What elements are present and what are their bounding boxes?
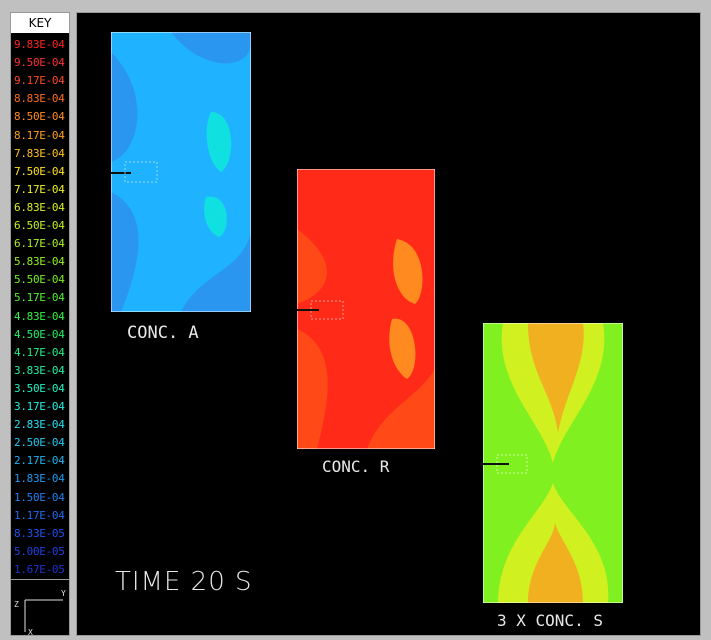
conc-s-contour-hotspot [528,523,583,603]
key-title: KEY [11,13,69,33]
key-entry: 6.50E-04 [14,219,65,232]
conc-a-label: CONC. A [127,323,199,343]
key-entry: 1.83E-04 [14,472,65,486]
conc-s-contour-plot [483,323,623,603]
key-entry: 2.50E-04 [14,436,65,450]
key-entry: 8.33E-05 [14,526,65,540]
axis-triad-icon: Y Z X [14,589,66,637]
conc-a-contour-band [111,192,139,312]
conc-r-contour-band [297,329,328,449]
key-entry: 4.83E-04 [14,309,65,323]
key-entry: 4.50E-04 [14,327,65,341]
conc-s-label: 3 X CONC. S [497,611,603,630]
key-entry: 3.50E-04 [14,381,65,395]
key-entry: 5.50E-04 [14,273,65,287]
key-entry: 8.50E-04 [14,110,65,124]
conc-r-contour-plot [297,169,435,449]
conc-a-contour-hotspot [204,196,227,237]
key-entry: 8.83E-04 [14,92,65,106]
key-entry: 1.50E-04 [14,490,65,504]
key-entry: 6.17E-04 [14,237,65,251]
key-entry: 9.83E-04 [14,38,65,51]
conc-r-contour-hotspot [389,318,416,379]
axis-y-label: Y [61,589,66,598]
key-entry: 2.83E-04 [14,418,65,432]
conc-a-contour-band [111,52,138,162]
key-entry: 7.17E-04 [14,182,65,196]
contour-plot-area: CONC. A CONC. R 3 X CONC. S TIM [76,12,701,636]
key-entry: 8.17E-04 [14,128,65,142]
time-label: TIME 20 S [115,567,253,597]
conc-a-contour-band [181,232,251,312]
key-entry: 5.17E-04 [14,291,65,305]
conc-a-contour-hotspot [206,112,232,172]
key-entry: 7.83E-04 [14,146,65,160]
key-entry: 4.17E-04 [14,345,65,359]
color-key-panel: KEY 9.83E-04 9.50E-04 9.17E-04 8.83E-04 8.50… [10,12,70,637]
key-entry: 7.50E-04 [14,164,65,178]
axis-z-label: Z [14,600,19,609]
key-entry: 1.17E-04 [14,508,65,522]
key-entry: 3.83E-04 [14,363,65,377]
key-entry: 1.67E-05 [14,562,65,576]
key-entry: 2.17E-04 [14,454,65,468]
key-entry: 5.83E-04 [14,255,65,269]
conc-r-label: CONC. R [322,457,390,476]
axis-x-label: X [28,628,33,636]
conc-s-contour-hotspot [528,323,584,433]
key-entry: 5.00E-05 [14,544,65,558]
conc-r-contour-band [297,229,327,304]
key-entry: 6.83E-04 [14,200,65,214]
key-entry: 9.17E-04 [14,74,65,88]
conc-a-contour-plot [111,32,251,312]
conc-a-contour-band [171,32,251,64]
key-entry: 3.17E-04 [14,400,65,413]
key-entry: 9.50E-04 [14,56,65,70]
axis-triad: Y Z X [11,579,69,637]
conc-r-contour-hotspot [393,239,423,304]
conc-r-contour-band [367,369,435,449]
